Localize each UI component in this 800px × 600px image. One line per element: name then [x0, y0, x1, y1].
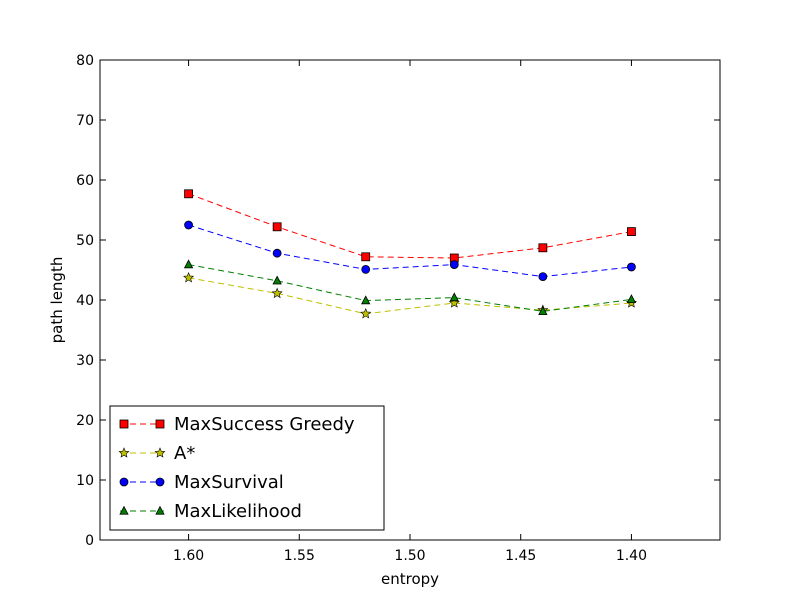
legend-marker [118, 447, 130, 458]
legend-marker [119, 419, 129, 429]
y-tick-label: 20 [76, 413, 94, 429]
data-point-maxsuccess-greedy [272, 222, 282, 232]
legend-marker [155, 419, 165, 429]
legend-marker [119, 505, 129, 515]
series-line-maxlikelihood [188, 264, 632, 312]
data-point-maxsurvival [627, 262, 636, 272]
data-point-maxsuccess-greedy [538, 243, 548, 253]
legend-label: MaxSurvival [174, 472, 284, 493]
legend-marker [155, 505, 165, 515]
data-point-a [271, 287, 283, 299]
legend-marker [119, 477, 129, 487]
data-point-maxsuccess-greedy [361, 252, 371, 262]
y-tick-label: 50 [76, 233, 94, 249]
data-point-a [448, 297, 460, 308]
x-axis-title: entropy [381, 570, 439, 588]
data-point-maxsurvival [361, 264, 371, 274]
series-maxlikelihood [183, 259, 637, 316]
data-point-maxsurvival [449, 260, 459, 270]
y-tick-label: 10 [76, 473, 94, 489]
y-tick-label: 70 [76, 113, 94, 129]
legend-label: MaxLikelihood [174, 501, 302, 522]
x-tick-label: 1.50 [394, 548, 425, 564]
x-tick-label: 1.60 [173, 548, 204, 564]
data-point-maxsurvival [538, 272, 548, 282]
series-line-maxsurvival [188, 224, 632, 278]
x-tick-label: 1.55 [284, 548, 315, 564]
data-point-maxlikelihood [272, 275, 282, 285]
legend-marker [155, 477, 165, 487]
legend-label: MaxSuccess Greedy [174, 414, 355, 435]
x-tick-label: 1.40 [616, 548, 647, 564]
data-point-maxlikelihood [626, 294, 637, 304]
data-point-maxlikelihood [449, 292, 459, 302]
data-point-maxlikelihood [538, 306, 548, 316]
legend-label: A* [174, 443, 195, 464]
y-axis-title: path length [48, 257, 66, 344]
axes: 0 10 20 30 40 50 60 70 80 1.60 1.55 1.50 1.45 1.40 [76, 53, 721, 564]
y-tick-label: 40 [76, 293, 94, 309]
series-maxsurvival [184, 220, 636, 282]
plot-area [183, 189, 637, 319]
y-tick-label: 30 [76, 353, 94, 369]
data-point-maxsuccess-greedy [627, 227, 636, 237]
data-point-a [360, 308, 372, 319]
y-tick-label: 60 [76, 173, 94, 189]
y-tick-label: 80 [76, 53, 94, 69]
data-point-maxsuccess-greedy [184, 189, 193, 199]
data-point-maxlikelihood [183, 259, 194, 269]
series-maxsuccess-greedy [184, 189, 636, 263]
data-point-maxsurvival [272, 248, 282, 258]
data-point-maxlikelihood [361, 295, 371, 305]
series-a [183, 272, 637, 319]
legend: MaxSuccess Greedy A* MaxSurvival MaxLikelih… [109, 405, 385, 531]
data-point-a [183, 272, 195, 283]
x-tick-label: 1.45 [505, 548, 536, 564]
series-line-maxsuccess-greedy [188, 193, 632, 259]
data-point-maxsurvival [184, 220, 193, 230]
y-tick-label: 0 [85, 533, 94, 549]
legend-marker [154, 447, 166, 458]
